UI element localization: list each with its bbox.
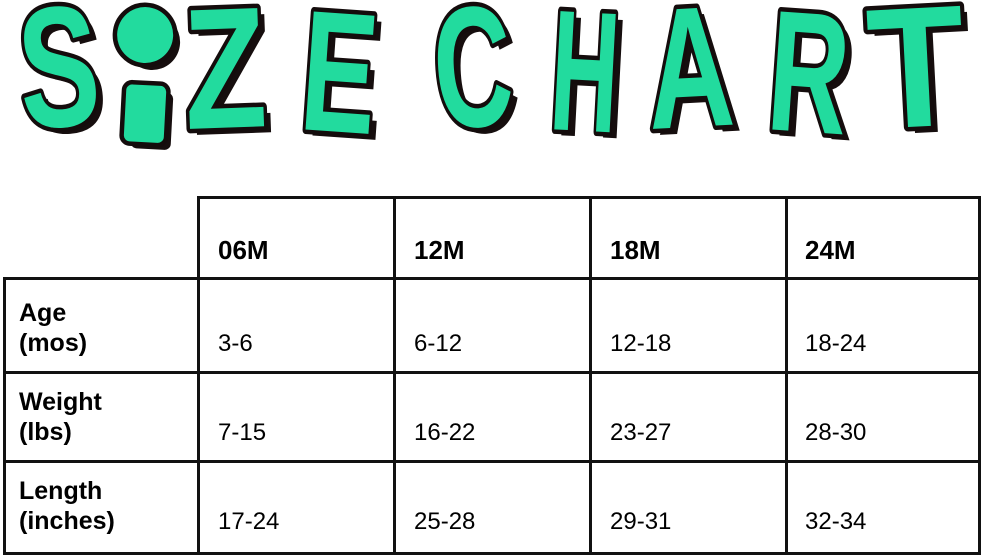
svg-text:S: S [12,0,105,166]
svg-text:E: E [295,0,383,171]
svg-text:A: A [642,0,738,166]
svg-text:T: T [863,0,970,166]
svg-text:Z: Z [181,0,270,166]
svg-text:H: H [546,0,624,170]
svg-text:C: C [427,0,518,166]
svg-text:R: R [762,0,855,171]
